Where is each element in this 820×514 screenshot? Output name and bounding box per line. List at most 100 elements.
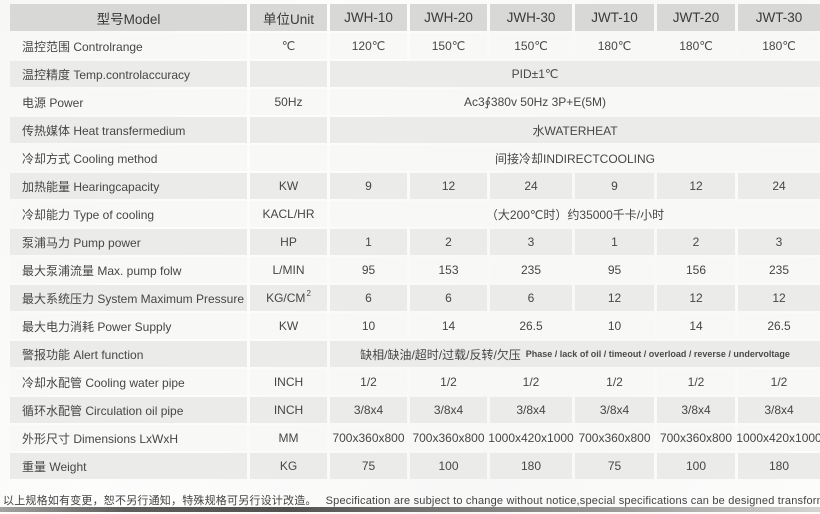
table-row: 冷却能力 Type of cooling KACL/HR （大200℃时）约3500… <box>10 201 820 227</box>
value-text: 180℃ <box>762 39 796 53</box>
value-cell: 120℃ <box>330 33 407 59</box>
row-unit <box>250 341 327 367</box>
value-text: 95 <box>361 263 376 277</box>
value-text: 100 <box>685 459 707 473</box>
column-header-model-text: 型号Model <box>96 11 161 27</box>
column-header-jwh-10: JWH-10 <box>330 4 407 31</box>
row-label: 警报功能 Alert function <box>10 341 247 367</box>
value-text: 700x360x800 <box>659 431 733 445</box>
value-text: 24 <box>772 179 786 193</box>
footer-note: 以上规格如有变更，恕不另行通知，特殊规格可另行设计改造。 Specificatio… <box>3 492 820 508</box>
row-label-text: 传热媒体 Heat transfermedium <box>22 123 186 138</box>
row-label-text: 冷却能力 Type of cooling <box>22 207 155 222</box>
row-label-text: 循环水配管 Circulation oil pipe <box>22 403 184 418</box>
row-unit-text: KG/CM <box>266 291 306 305</box>
row-unit: MM <box>250 425 327 451</box>
value-cell: 12 <box>410 173 487 199</box>
row-unit-text: HP <box>280 235 297 249</box>
value-text: 1/2 <box>770 375 788 389</box>
value-cell: 3/8x4 <box>738 397 820 423</box>
value-cell: 1 <box>575 229 654 255</box>
value-cell: 2 <box>657 229 735 255</box>
row-unit: KG/CM 2 <box>250 285 327 311</box>
value-text: 3 <box>527 235 535 249</box>
value-text: 3/8x4 <box>353 403 384 417</box>
value-cell: 75 <box>330 453 407 479</box>
value-cell: 24 <box>490 173 572 199</box>
value-cell: 235 <box>490 257 572 283</box>
value-cell: 1000x420x1000 <box>488 425 574 451</box>
row-unit: KW <box>250 173 327 199</box>
row-label: 最大电力消耗 Power Supply <box>10 313 247 339</box>
value-cell: 14 <box>657 313 735 339</box>
row-label: 加热能量 Hearingcapacity <box>10 173 247 199</box>
value-cell: 12 <box>657 285 735 311</box>
value-text: 1/2 <box>687 375 705 389</box>
row-label: 温控范围 Controlrange <box>10 33 247 59</box>
value-cell: 156 <box>657 257 735 283</box>
footer-note-en: Specification are subject to change with… <box>325 495 820 507</box>
value-text: 12 <box>689 291 703 305</box>
value-cell: 1 <box>330 229 407 255</box>
value-text: 9 <box>365 179 372 193</box>
value-text: 26.5 <box>519 319 543 333</box>
value-text: 3/8x4 <box>599 403 630 417</box>
table-row: 外形尺寸 Dimensions LxWxH MM 700x360x800 700x36… <box>10 425 820 451</box>
column-header-text: JWH-10 <box>344 10 393 25</box>
row-label: 冷却水配管 Cooling water pipe <box>10 369 247 395</box>
value-cell: 700x360x800 <box>410 425 487 451</box>
row-label: 冷却方式 Cooling method <box>10 145 247 171</box>
row-label: 外形尺寸 Dimensions LxWxH <box>10 425 247 451</box>
table-row: 冷却水配管 Cooling water pipe INCH 1/2 1/2 1/2 1/2… <box>10 369 820 395</box>
row-label: 最大泵浦流量 Max. pump folw <box>10 257 247 283</box>
table-row: 警报功能 Alert function 缺相/缺油/超时/过载/反转/欠压 Phas… <box>10 341 820 367</box>
value-text: 9 <box>611 179 618 193</box>
value-text: 12 <box>607 291 622 305</box>
row-label-text: 加热能量 Hearingcapacity <box>22 179 160 194</box>
row-unit: KG <box>250 453 327 479</box>
table-row: 最大电力消耗 Power Supply KW 10 14 26.5 10 14 26.5 <box>10 313 820 339</box>
value-cell: 12 <box>738 285 820 311</box>
value-text: 180 <box>520 459 542 473</box>
page-bottom-edge <box>0 507 820 512</box>
merged-value-text: Ac3∮380v 50Hz 3P+E(5M) <box>464 95 606 109</box>
value-text: 12 <box>772 291 786 305</box>
value-cell: 3/8x4 <box>410 397 487 423</box>
merged-value-cell: （大200℃时）约35000千卡/小时 <box>330 201 820 227</box>
value-text: 150℃ <box>514 39 548 53</box>
value-cell: 3/8x4 <box>490 397 572 423</box>
value-cell: 100 <box>410 453 487 479</box>
merged-value-cell: 水WATERHEAT <box>330 117 820 143</box>
row-label: 冷却能力 Type of cooling <box>10 201 247 227</box>
value-text: 75 <box>607 459 622 473</box>
column-header-text: JWT-30 <box>755 10 803 25</box>
value-text: 2 <box>692 235 700 249</box>
value-cell: 235 <box>738 257 820 283</box>
value-text: 180 <box>768 459 790 473</box>
table-row: 电源 Power 50Hz Ac3∮380v 50Hz 3P+E(5M) <box>10 89 820 115</box>
row-unit <box>250 145 327 171</box>
row-label: 循环水配管 Circulation oil pipe <box>10 397 247 423</box>
column-header-text: JWT-20 <box>672 10 720 25</box>
merged-value-cell: PID±1℃ <box>330 61 820 87</box>
value-text: 26.5 <box>767 319 791 333</box>
merged-value-text-small: Phase / lack of oil / timeout / overload… <box>525 349 790 359</box>
column-header-unit-text: 单位Unit <box>262 11 314 27</box>
row-label-text: 冷却水配管 Cooling water pipe <box>22 375 185 390</box>
value-cell: 180 <box>738 453 820 479</box>
table-row: 重量 Weight KG 75 100 180 75 100 180 <box>10 453 820 479</box>
value-text: 3/8x4 <box>681 403 711 417</box>
value-cell: 1000x420x1000 <box>736 425 820 451</box>
row-label-text: 外形尺寸 Dimensions LxWxH <box>22 431 179 446</box>
row-unit-superscript: 2 <box>306 288 311 298</box>
row-label: 传热媒体 Heat transfermedium <box>10 117 247 143</box>
row-unit: L/MIN <box>250 257 327 283</box>
value-text: 700x360x800 <box>578 431 651 445</box>
value-text: 6 <box>365 291 372 305</box>
value-text: 12 <box>689 179 703 193</box>
value-cell: 700x360x800 <box>657 425 735 451</box>
row-unit <box>250 117 327 143</box>
value-cell: 6 <box>330 285 407 311</box>
merged-value-cell: 间接冷却INDIRECTCOOLING <box>330 145 820 171</box>
value-cell: 100 <box>657 453 735 479</box>
